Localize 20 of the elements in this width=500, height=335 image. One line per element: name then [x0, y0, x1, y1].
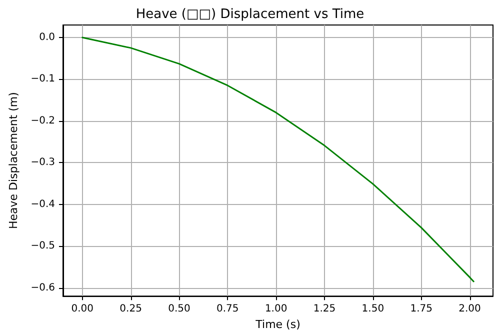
y-tick-label: −0.3	[30, 157, 55, 168]
y-tick-label: 0.0	[39, 32, 55, 44]
y-tick-label: −0.2	[30, 115, 55, 126]
x-tick-label: 1.00	[264, 304, 288, 315]
y-tick-label: −0.5	[30, 240, 55, 252]
x-tick-label: 1.50	[362, 304, 384, 315]
y-tick-label: −0.1	[30, 74, 55, 85]
x-tick-label: 1.25	[313, 304, 336, 315]
x-tick-label: 0.00	[71, 304, 94, 315]
x-tick-label: 0.50	[168, 304, 190, 315]
line-series	[82, 36, 474, 282]
y-tick-label: −0.6	[30, 282, 55, 294]
chart-title: Heave (□□) Displacement vs Time	[136, 7, 364, 22]
x-tick-label: 0.75	[216, 304, 239, 315]
y-axis-title: Heave Displacement (m)	[7, 92, 20, 230]
y-tick-label: −0.4	[30, 198, 55, 210]
x-tick-label: 2.00	[458, 304, 481, 315]
x-tick-label: 0.25	[120, 304, 142, 315]
x-axis-title: Time (s)	[254, 318, 300, 331]
x-tick-label: 1.75	[410, 304, 432, 315]
